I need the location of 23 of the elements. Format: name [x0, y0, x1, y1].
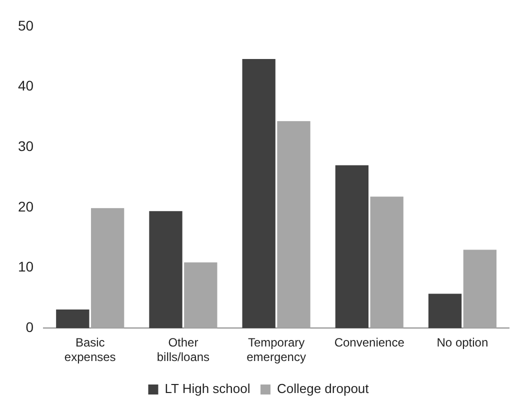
y-tick-label: 40 — [18, 78, 34, 94]
bar — [277, 121, 310, 328]
bar — [335, 165, 368, 328]
legend-label: College dropout — [276, 381, 370, 396]
bar — [149, 211, 182, 328]
y-tick-label: 10 — [18, 258, 34, 275]
y-tick-label: 20 — [18, 198, 34, 214]
bar — [463, 250, 496, 328]
bar — [370, 196, 404, 328]
bar — [56, 309, 90, 328]
x-tick-label: Other bills/loans — [156, 336, 210, 364]
bar — [428, 294, 462, 328]
x-tick-label: Temporary emergency — [246, 336, 306, 364]
x-tick-label: No option — [436, 336, 488, 350]
bar — [184, 262, 218, 328]
bar — [90, 208, 124, 328]
bar — [242, 58, 276, 328]
y-tick-label: 30 — [18, 138, 34, 154]
legend-label: LT High school — [164, 381, 250, 396]
x-tick-label: Convenience — [334, 336, 405, 350]
y-tick-label: 50 — [18, 17, 34, 34]
x-tick-label: Basic expenses — [64, 336, 116, 364]
y-tick-label: 0 — [26, 319, 34, 336]
